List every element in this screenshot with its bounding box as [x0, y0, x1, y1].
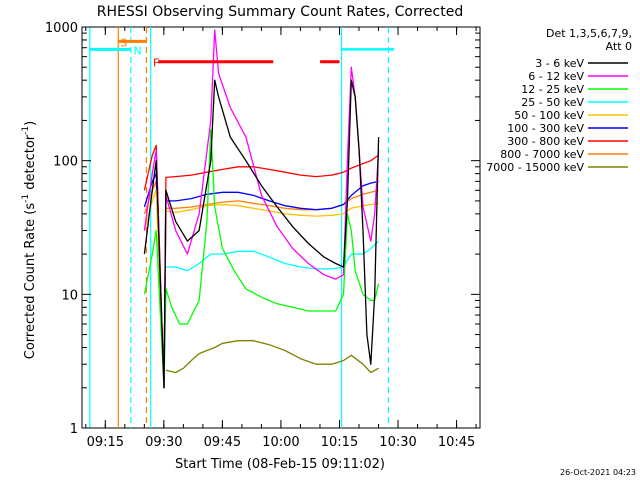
y-axis-label-mid: detector	[23, 134, 38, 194]
legend-header-2: Att 0	[606, 40, 632, 53]
legend-label: 300 - 800 keV	[507, 135, 584, 148]
series-line	[143, 29, 380, 389]
y-axis-label: Corrected Count Rate (s-1 detector-1)	[21, 121, 38, 359]
x-tick-label: 09:15	[87, 435, 124, 450]
interval-label: F	[153, 57, 159, 70]
y-axis-label-sup2: -1	[21, 126, 31, 135]
series-line	[143, 129, 380, 389]
x-tick-label: 09:45	[204, 435, 241, 450]
legend-label: 6 - 12 keV	[528, 70, 584, 83]
data-layer: SNF	[89, 27, 395, 428]
x-axis-label: Start Time (08-Feb-15 09:11:02)	[175, 457, 385, 472]
y-axis-label-main: Corrected Count Rate (s	[23, 203, 38, 360]
legend-label: 100 - 300 keV	[507, 122, 584, 135]
y-tick-label: 100	[53, 155, 78, 170]
legend-label: 800 - 7000 keV	[500, 148, 584, 161]
x-tick-label: 10:30	[379, 435, 416, 450]
legend-label: 7000 - 15000 keV	[486, 161, 584, 174]
legend-label: 12 - 25 keV	[521, 83, 584, 96]
series-line	[165, 240, 380, 272]
y-axis-label-end: )	[23, 121, 38, 126]
y-tick-label: 1	[70, 422, 78, 437]
series-line	[143, 172, 379, 389]
x-tick-label: 10:00	[262, 435, 299, 450]
x-tick-label: 09:30	[145, 435, 182, 450]
series-line	[143, 79, 380, 389]
legend-label: 25 - 50 keV	[521, 96, 584, 109]
legend-label: 50 - 100 keV	[514, 109, 584, 122]
axis-layer: 1 10 100 1000 09:15 09:30 09:45 10:00 10:15 10:30…	[45, 21, 480, 450]
y-axis-label-sup1: -1	[21, 194, 31, 203]
chart-title: RHESSI Observing Summary Count Rates, Co…	[97, 4, 463, 20]
legend-label: 3 - 6 keV	[535, 57, 584, 70]
x-tick-label: 10:15	[321, 435, 358, 450]
y-tick-label: 10	[61, 288, 78, 303]
series-line	[165, 340, 379, 374]
legend-header-1: Det 1,3,5,6,7,9,	[546, 27, 632, 40]
plot-border	[81, 26, 481, 429]
x-tick-label: 10:45	[438, 435, 475, 450]
timestamp: 26-Oct-2021 04:23	[560, 468, 636, 477]
interval-label: S	[120, 36, 127, 49]
plot-frame	[81, 26, 481, 429]
series-group: SNF	[89, 27, 395, 428]
y-tick-label: 1000	[45, 21, 78, 36]
interval-label: N	[134, 44, 142, 57]
